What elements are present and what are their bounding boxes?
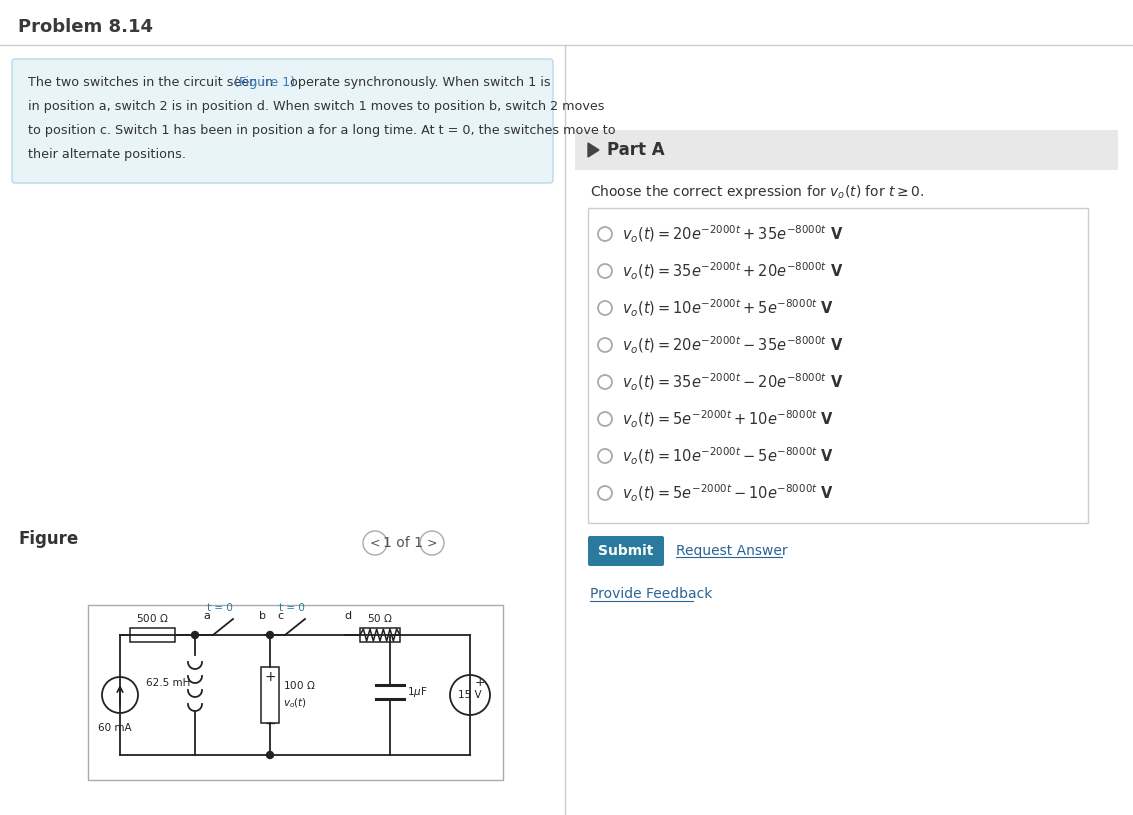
FancyBboxPatch shape bbox=[588, 536, 664, 566]
Text: b: b bbox=[258, 611, 265, 621]
Text: 100 $\Omega$: 100 $\Omega$ bbox=[283, 679, 315, 691]
Text: (Figure 1): (Figure 1) bbox=[235, 76, 295, 89]
Text: in position a, switch 2 is in position d. When switch 1 moves to position b, swi: in position a, switch 2 is in position d… bbox=[28, 100, 605, 113]
FancyBboxPatch shape bbox=[88, 605, 503, 780]
Text: 1$\mu$F: 1$\mu$F bbox=[407, 685, 427, 699]
Circle shape bbox=[191, 632, 198, 638]
Text: 15 V: 15 V bbox=[458, 690, 482, 700]
Text: 500 $\Omega$: 500 $\Omega$ bbox=[136, 612, 169, 624]
Text: $v_o(t) = 5e^{-2000t} - 10e^{-8000t}\ \mathbf{V}$: $v_o(t) = 5e^{-2000t} - 10e^{-8000t}\ \m… bbox=[622, 482, 834, 504]
Text: $v_o(t) = 35e^{-2000t} + 20e^{-8000t}\ \mathbf{V}$: $v_o(t) = 35e^{-2000t} + 20e^{-8000t}\ \… bbox=[622, 261, 843, 281]
Text: >: > bbox=[427, 536, 437, 549]
Text: their alternate positions.: their alternate positions. bbox=[28, 148, 186, 161]
FancyBboxPatch shape bbox=[576, 130, 1118, 170]
Text: t = 0: t = 0 bbox=[279, 603, 305, 613]
Text: 60 mA: 60 mA bbox=[99, 723, 131, 733]
Text: $v_o(t) = 20e^{-2000t} - 35e^{-8000t}\ \mathbf{V}$: $v_o(t) = 20e^{-2000t} - 35e^{-8000t}\ \… bbox=[622, 334, 843, 355]
Text: to position c. Switch 1 has been in position a for a long time. At t = 0, the sw: to position c. Switch 1 has been in posi… bbox=[28, 124, 615, 137]
Text: 50 $\Omega$: 50 $\Omega$ bbox=[367, 612, 393, 624]
Circle shape bbox=[266, 751, 273, 759]
Text: <: < bbox=[369, 536, 381, 549]
Text: +: + bbox=[475, 676, 485, 689]
Text: Part A: Part A bbox=[607, 141, 665, 159]
Text: t = 0: t = 0 bbox=[207, 603, 233, 613]
Text: −: − bbox=[264, 717, 275, 731]
Text: $v_o(t) = 10e^{-2000t} - 5e^{-8000t}\ \mathbf{V}$: $v_o(t) = 10e^{-2000t} - 5e^{-8000t}\ \m… bbox=[622, 446, 834, 466]
Text: c: c bbox=[276, 611, 283, 621]
FancyBboxPatch shape bbox=[360, 628, 400, 642]
Text: $v_o(t) = 20e^{-2000t} + 35e^{-8000t}\ \mathbf{V}$: $v_o(t) = 20e^{-2000t} + 35e^{-8000t}\ \… bbox=[622, 223, 843, 244]
FancyBboxPatch shape bbox=[12, 59, 553, 183]
Text: $v_o(t) = 5e^{-2000t} + 10e^{-8000t}\ \mathbf{V}$: $v_o(t) = 5e^{-2000t} + 10e^{-8000t}\ \m… bbox=[622, 408, 834, 430]
Text: Submit: Submit bbox=[598, 544, 654, 558]
Text: Problem 8.14: Problem 8.14 bbox=[18, 18, 153, 36]
Text: 1 of 1: 1 of 1 bbox=[383, 536, 423, 550]
FancyBboxPatch shape bbox=[130, 628, 174, 642]
Text: operate synchronously. When switch 1 is: operate synchronously. When switch 1 is bbox=[286, 76, 551, 89]
FancyBboxPatch shape bbox=[588, 208, 1088, 523]
Text: $v_o(t) = 35e^{-2000t} - 20e^{-8000t}\ \mathbf{V}$: $v_o(t) = 35e^{-2000t} - 20e^{-8000t}\ \… bbox=[622, 372, 843, 393]
FancyBboxPatch shape bbox=[261, 667, 279, 723]
Text: Provide Feedback: Provide Feedback bbox=[590, 587, 713, 601]
Polygon shape bbox=[588, 143, 599, 157]
Text: Request Answer: Request Answer bbox=[676, 544, 787, 558]
Text: 62.5 mH: 62.5 mH bbox=[146, 678, 190, 688]
Circle shape bbox=[266, 632, 273, 638]
Text: $v_o(t) = 10e^{-2000t} + 5e^{-8000t}\ \mathbf{V}$: $v_o(t) = 10e^{-2000t} + 5e^{-8000t}\ \m… bbox=[622, 297, 834, 319]
Text: a: a bbox=[204, 611, 211, 621]
Text: Choose the correct expression for $v_o(t)$ for $t \geq 0$.: Choose the correct expression for $v_o(t… bbox=[590, 183, 925, 201]
Text: +: + bbox=[264, 670, 275, 684]
Text: $v_o(t)$: $v_o(t)$ bbox=[283, 696, 307, 710]
Text: d: d bbox=[344, 611, 351, 621]
Text: Figure: Figure bbox=[18, 530, 78, 548]
Text: The two switches in the circuit seen in: The two switches in the circuit seen in bbox=[28, 76, 278, 89]
